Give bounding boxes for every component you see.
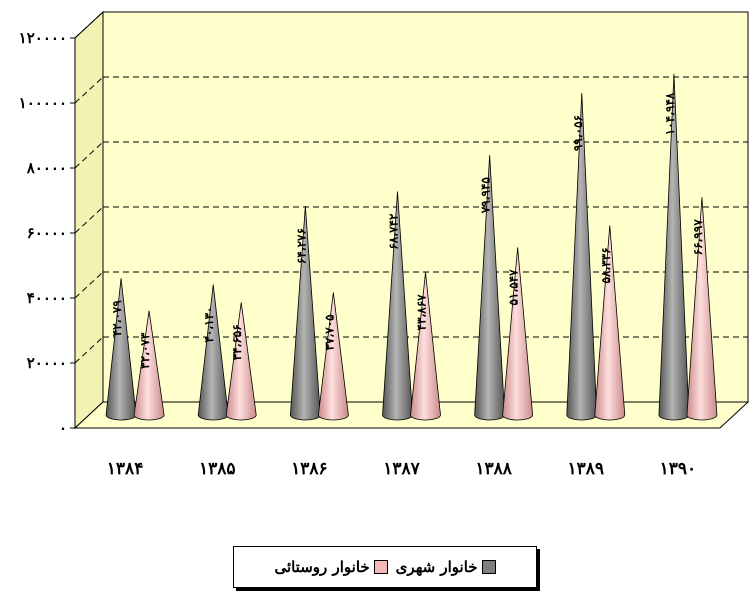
legend-item-rural: خانوار روستائی — [274, 558, 388, 576]
data-label-rural-4: ۵۱،۵۴۷ — [507, 269, 521, 306]
cone-rural-6 — [686, 197, 718, 421]
gridline-side — [74, 336, 104, 364]
data-label-rural-0: ۳۲،۰۷۳ — [138, 332, 152, 369]
data-label-urban-2: ۶۴،۲۷۶ — [294, 228, 308, 264]
y-tick-label: ۴۰۰۰۰ — [27, 289, 67, 307]
data-label-urban-5: ۹۹،۰۵۶ — [571, 115, 585, 151]
data-label-rural-3: ۴۳،۸۶۷ — [415, 294, 429, 331]
chart-walls — [73, 10, 750, 430]
y-tick-label: ۲۰۰۰۰ — [27, 354, 67, 372]
y-tick-label: ۸۰۰۰۰ — [26, 159, 67, 177]
data-label-urban-6: ۱۰۴،۹۴۸ — [663, 92, 677, 135]
y-tick-label: ۱۰۰۰۰۰ — [19, 94, 67, 112]
y-tick-label: ۶۰۰۰۰ — [27, 224, 67, 242]
data-label-rural-5: ۵۸،۳۳۶ — [599, 247, 613, 283]
y-axis: ۰ ۲۰۰۰۰ ۴۰۰۰۰ ۶۰۰۰۰ ۸۰۰۰۰ ۱۰۰۰۰۰ ۱۲۰۰۰۰ — [19, 29, 76, 437]
x-tick-label: ۱۳۸۷ — [383, 459, 420, 479]
x-tick-label: ۱۳۸۵ — [199, 459, 236, 479]
cone-rural-0 — [133, 310, 165, 421]
legend-label-rural: خانوار روستائی — [274, 558, 370, 576]
x-tick-label: ۱۳۸۶ — [291, 459, 328, 479]
cone-rural-4 — [502, 247, 534, 421]
data-label-rural-1: ۳۴،۶۵۶ — [230, 324, 244, 360]
data-label-urban-0: ۴۲،۰۷۹ — [110, 300, 124, 337]
x-axis: ۱۳۸۴ ۱۳۸۵ ۱۳۸۶ ۱۳۸۷ ۱۳۸۸ ۱۳۸۹ ۱۳۹۰ — [107, 459, 696, 479]
legend: خانوار شهری خانوار روستائی — [233, 546, 537, 588]
gridline-side — [74, 141, 104, 169]
x-tick-label: ۱۳۸۴ — [107, 459, 144, 479]
x-tick-label: ۱۳۸۹ — [568, 459, 605, 479]
legend-label-urban: خانوار شهری — [395, 558, 478, 576]
x-tick-label: ۱۳۹۰ — [660, 459, 697, 479]
cone-rural-2 — [317, 292, 349, 421]
gridline-side — [74, 206, 104, 234]
data-label-rural-2: ۳۷،۷۰۵ — [322, 314, 336, 351]
legend-item-urban: خانوار شهری — [396, 558, 496, 576]
data-labels: ۴۲،۰۷۹ ۳۲،۰۷۳ ۴۰،۱۳۰ ۳۴،۶۵۶ ۶۴،۲۷۶ ۳۷،۷۰۵ ۶۸،۷… — [110, 92, 705, 369]
data-label-urban-3: ۶۸،۷۴۲ — [387, 213, 401, 250]
cones — [105, 73, 718, 421]
side-wall — [74, 10, 104, 430]
cone-rural-3 — [410, 272, 441, 421]
gridline-side — [74, 271, 104, 299]
data-label-urban-4: ۷۹،۹۴۵ — [479, 177, 493, 215]
legend-swatch-rural — [373, 560, 388, 574]
data-label-rural-6: ۶۶،۹۹۷ — [691, 219, 705, 256]
gridline-side — [74, 11, 104, 39]
cone-rural-5 — [594, 225, 626, 421]
y-tick-label: ۱۲۰۰۰۰ — [19, 29, 67, 47]
y-tick-label: ۰ — [59, 419, 67, 437]
cone-rural-1 — [225, 302, 257, 421]
x-tick-label: ۱۳۸۸ — [475, 459, 512, 479]
legend-swatch-urban — [481, 560, 496, 574]
gridline-side — [74, 76, 104, 104]
data-label-urban-1: ۴۰،۱۳۰ — [202, 307, 216, 343]
